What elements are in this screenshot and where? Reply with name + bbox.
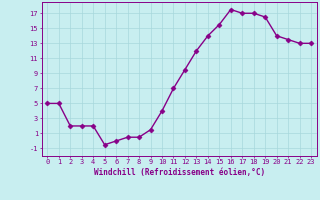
X-axis label: Windchill (Refroidissement éolien,°C): Windchill (Refroidissement éolien,°C) [94, 168, 265, 177]
